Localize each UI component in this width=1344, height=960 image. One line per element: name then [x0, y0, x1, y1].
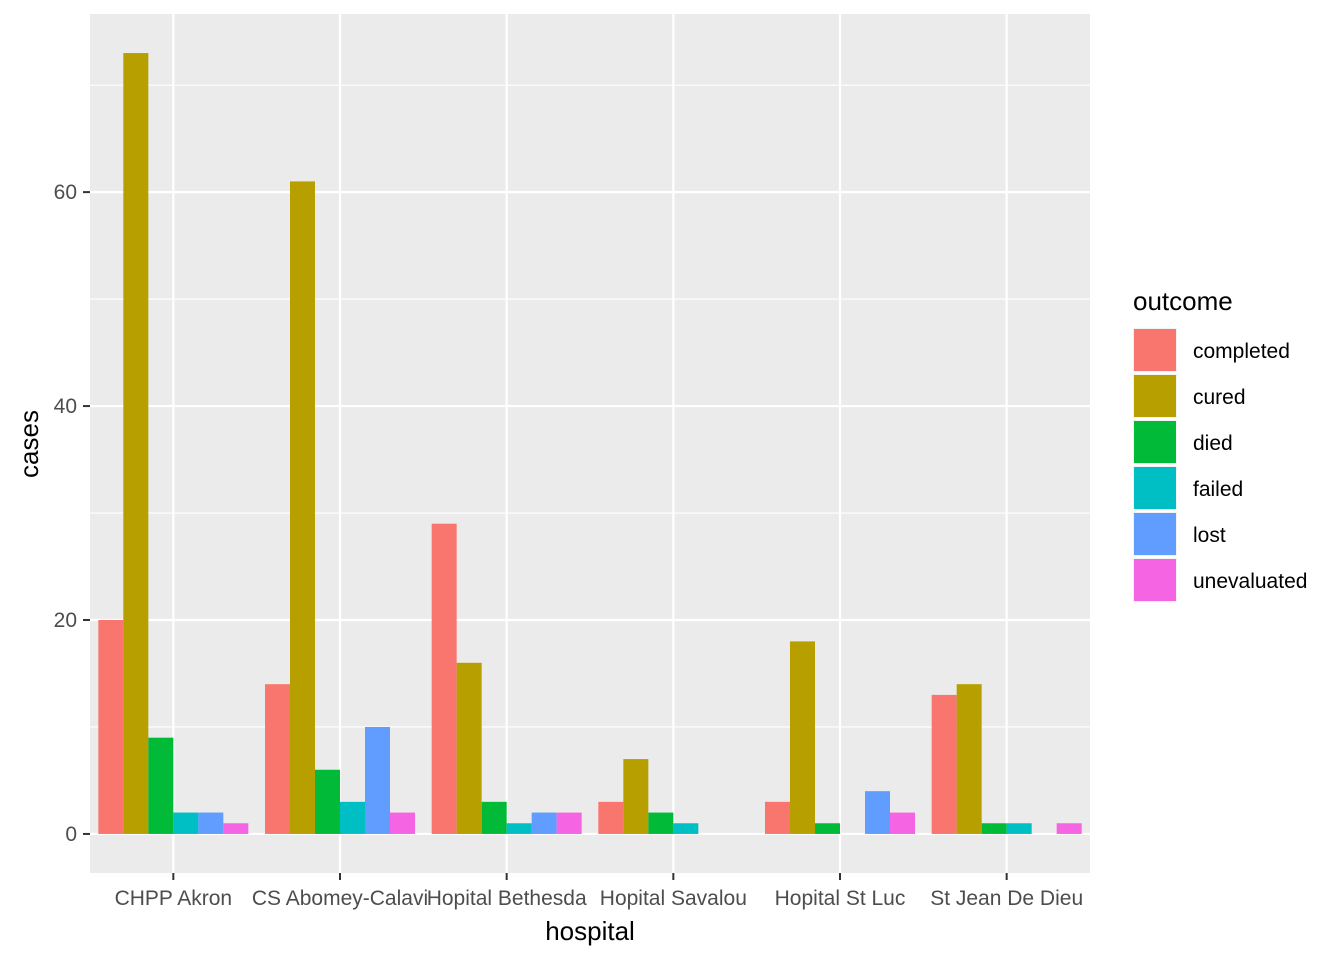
y-axis: 0 20 40 60 — [54, 181, 90, 846]
major-gridlines — [90, 14, 1090, 873]
x-tick-label: CHPP Akron — [115, 887, 233, 910]
x-tick-label: Hopital Bethesda — [427, 887, 587, 910]
bar-lost-1 — [365, 726, 390, 834]
bar-died-1 — [315, 769, 340, 834]
bar-died-0 — [148, 737, 174, 834]
legend-label-lost: lost — [1193, 524, 1226, 547]
bar-unevaluated-5 — [1056, 823, 1082, 834]
bar-lost-4 — [865, 791, 890, 834]
legend-key-failed — [1134, 467, 1176, 509]
legend-label-cured: cured — [1193, 386, 1246, 409]
x-tick-label: St Jean De Dieu — [930, 887, 1083, 910]
y-tick-label: 0 — [65, 823, 77, 846]
bar-failed-1 — [340, 801, 365, 834]
bar-lost-0 — [198, 812, 224, 834]
y-tick-label: 60 — [54, 181, 77, 204]
legend-items: completed cured died failed lost unevaluated — [1133, 328, 1307, 602]
bar-unevaluated-2 — [556, 812, 582, 834]
legend-key-died — [1134, 421, 1176, 463]
bar-completed-1 — [265, 684, 290, 834]
bar-cured-5 — [956, 684, 982, 834]
bar-completed-0 — [98, 620, 124, 834]
bar-died-2 — [481, 801, 507, 834]
bar-cured-0 — [123, 53, 149, 834]
legend-label-completed: completed — [1193, 340, 1290, 363]
bar-unevaluated-0 — [223, 823, 249, 834]
legend-key-lost — [1134, 513, 1176, 555]
bar-failed-5 — [1006, 823, 1032, 834]
x-axis-title: hospital — [545, 916, 635, 946]
bar-died-5 — [981, 823, 1007, 834]
bar-died-4 — [815, 823, 840, 834]
bar-cured-3 — [623, 759, 649, 834]
y-axis-title: cases — [14, 410, 44, 478]
x-tick-label: CS Abomey-Calavi — [252, 887, 428, 910]
bar-unevaluated-4 — [890, 812, 915, 834]
legend: outcome completed cured died failed lost unev… — [1133, 286, 1307, 602]
y-tick-label: 20 — [54, 609, 77, 632]
y-tick-label: 40 — [54, 395, 77, 418]
x-tick-label: Hopital St Luc — [775, 887, 906, 910]
bar-completed-5 — [931, 694, 957, 834]
bar-died-3 — [648, 812, 674, 834]
x-tick-label: Hopital Savalou — [600, 887, 747, 910]
bar-completed-2 — [431, 523, 457, 834]
minor-gridlines — [90, 84, 1090, 728]
legend-label-unevaluated: unevaluated — [1193, 570, 1307, 593]
bar-unevaluated-1 — [390, 812, 415, 834]
bar-cured-2 — [456, 662, 482, 834]
plot-panel — [90, 14, 1090, 873]
bar-completed-3 — [598, 801, 624, 834]
bar-cured-1 — [290, 181, 315, 834]
legend-key-completed — [1134, 329, 1176, 371]
bar-cured-4 — [790, 641, 815, 834]
legend-label-died: died — [1193, 432, 1233, 455]
bar-failed-0 — [173, 812, 199, 834]
bar-failed-3 — [673, 823, 699, 834]
legend-key-cured — [1134, 375, 1176, 417]
bar-completed-4 — [765, 801, 790, 834]
legend-label-failed: failed — [1193, 478, 1243, 501]
bar-failed-2 — [506, 823, 532, 834]
bars — [98, 53, 1082, 834]
bar-lost-2 — [531, 812, 557, 834]
legend-key-unevaluated — [1134, 559, 1176, 601]
legend-title: outcome — [1133, 286, 1233, 316]
